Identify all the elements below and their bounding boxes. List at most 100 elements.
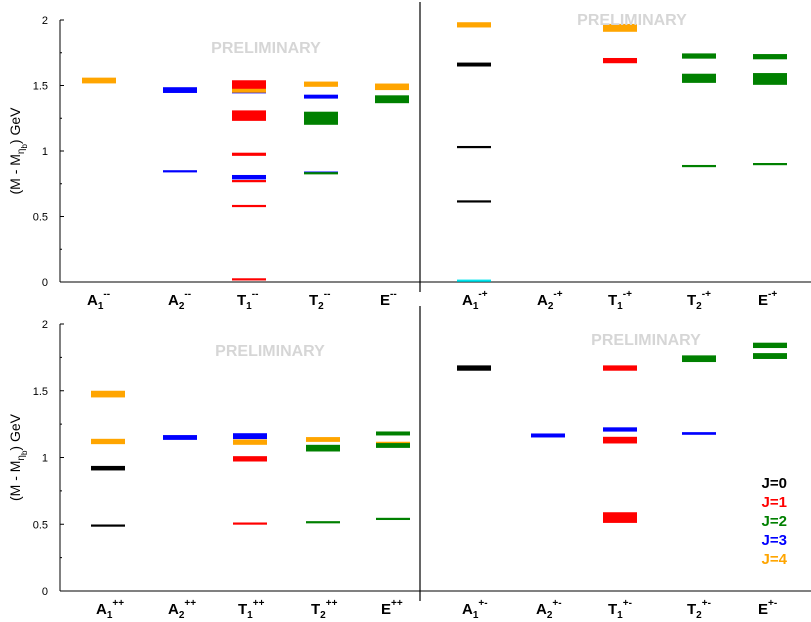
svg-text:(M - Mηb) GeV: (M - Mηb) GeV [7, 107, 29, 195]
energy-level [304, 81, 338, 87]
irrep-label: E+- [758, 598, 777, 618]
irrep-label: T1-+ [608, 289, 632, 312]
irrep-label: A1-- [87, 289, 110, 312]
y-tick-label: 0.5 [33, 519, 48, 531]
energy-level [232, 80, 266, 91]
energy-level [457, 279, 491, 282]
energy-level [232, 174, 266, 180]
irrep-label: A2-- [168, 289, 191, 312]
irrep-label: T2+- [687, 598, 711, 621]
svg-text:(M - Mηb) GeV: (M - Mηb) GeV [7, 413, 29, 501]
energy-level [91, 524, 125, 527]
energy-level [233, 433, 267, 440]
y-tick-label: 1 [42, 146, 48, 158]
legend-entry: J=2 [762, 513, 787, 530]
energy-level [753, 73, 787, 85]
irrep-label: T2++ [311, 598, 338, 621]
preliminary-watermark: PRELIMINARY [591, 332, 701, 349]
preliminary-watermark: PRELIMINARY [215, 343, 325, 360]
energy-level [232, 180, 266, 183]
y-tick-label: 2 [42, 319, 48, 331]
irrep-label: E-+ [758, 289, 777, 309]
y-tick-label: 0.5 [33, 212, 48, 224]
energy-level [753, 342, 787, 349]
irrep-label: A2-+ [537, 289, 563, 312]
legend-entry: J=1 [762, 494, 787, 511]
y-tick-label: 0 [42, 277, 48, 289]
energy-level [682, 53, 716, 59]
y-tick-label: 2 [42, 15, 48, 27]
irrep-label: E++ [381, 598, 403, 618]
energy-level [91, 465, 125, 471]
energy-level [457, 22, 491, 28]
energy-level [91, 390, 125, 398]
energy-level [232, 204, 266, 208]
energy-level [232, 152, 266, 156]
axes-layer [59, 2, 811, 601]
irrep-label: E-- [380, 289, 397, 309]
y-tick-label: 0 [42, 586, 48, 598]
energy-level [457, 200, 491, 203]
y-tick-label: 1 [42, 453, 48, 465]
energy-level [457, 365, 491, 371]
energy-level [232, 278, 266, 281]
preliminary-watermark: PRELIMINARY [577, 12, 687, 29]
energy-level [603, 427, 637, 432]
energy-level [753, 54, 787, 60]
y-axis-label: (M - Mηb) GeV [7, 413, 29, 501]
energy-level [376, 431, 410, 436]
irrep-label: T1++ [238, 598, 265, 621]
energy-level [603, 23, 637, 32]
energy-level [603, 365, 637, 371]
irrep-label: T1+- [608, 598, 632, 621]
energy-level [304, 94, 338, 99]
irrep-label: T2-+ [687, 289, 711, 312]
energy-level [682, 73, 716, 83]
energy-level [531, 433, 565, 438]
energy-level [682, 164, 716, 168]
energy-level [163, 435, 197, 440]
legend-entry: J=4 [762, 551, 788, 568]
labels-layer: 0 0.5 1 1.5 2 (M - Mηb) GeV PRELIMINARY A1-- A2-… [7, 12, 777, 621]
legend-entry: J=0 [762, 475, 787, 492]
energy-level [753, 353, 787, 359]
energy-level [376, 517, 410, 521]
energy-level [306, 444, 340, 452]
legend-entry: J=3 [762, 532, 787, 549]
energy-level [304, 111, 338, 125]
energy-level [91, 438, 125, 445]
energy-level [233, 456, 267, 462]
irrep-label: A1++ [96, 598, 124, 621]
energy-level [304, 172, 338, 175]
energy-level [457, 145, 491, 149]
energy-level [163, 170, 197, 173]
irrep-label: A1+- [462, 598, 488, 621]
energy-level [603, 436, 637, 444]
energy-level [163, 87, 197, 93]
energy-level [233, 439, 267, 445]
energy-level [306, 521, 340, 524]
irrep-label: A2+- [536, 598, 562, 621]
energy-level [376, 443, 410, 448]
energy-level [232, 110, 266, 121]
preliminary-watermark: PRELIMINARY [211, 40, 321, 57]
energy-level [232, 88, 266, 93]
energy-level [682, 432, 716, 435]
energy-level [457, 62, 491, 67]
legend: J=0 J=1 J=2 J=3 J=4 [762, 475, 788, 568]
energy-level [375, 95, 409, 104]
levels-layer [82, 22, 787, 527]
energy-level [603, 57, 637, 64]
energy-level [82, 77, 116, 84]
irrep-label: A2++ [168, 598, 196, 621]
energy-level [753, 163, 787, 166]
energy-level [233, 522, 267, 525]
irrep-label: A1-+ [462, 289, 488, 312]
energy-level [603, 512, 637, 523]
irrep-label: T2-- [309, 289, 330, 312]
y-tick-label: 1.5 [33, 386, 48, 398]
energy-level [682, 355, 716, 363]
irrep-label: T1-- [237, 289, 258, 312]
energy-level [375, 83, 409, 91]
